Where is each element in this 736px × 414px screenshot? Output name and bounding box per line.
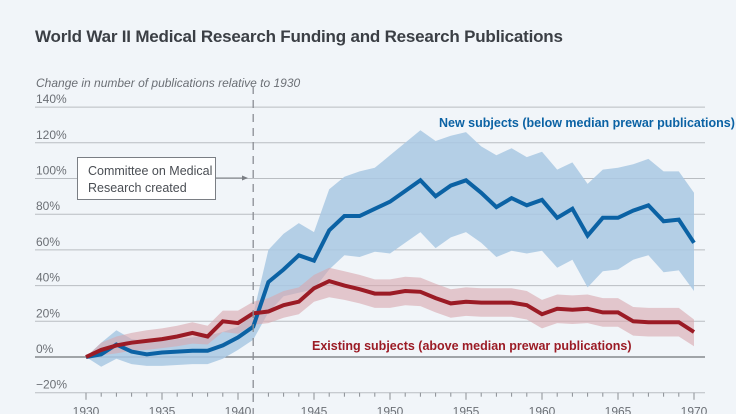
legend-new-subjects: New subjects (below median prewar public… [439, 116, 735, 130]
x-tick-label: 1955 [453, 405, 480, 414]
confidence-bands [86, 130, 694, 367]
line-existing-subjects [85, 278, 696, 359]
y-tick-labels: −20% 0% 20% 40% 60% 80% 100% 120% 140% [36, 92, 67, 392]
x-tick-label: 1970 [681, 405, 708, 414]
band-new-subjects [86, 130, 694, 367]
x-tick-label: 1950 [377, 405, 404, 414]
legend-existing-subjects: Existing subjects (above median prewar p… [312, 339, 632, 353]
y-tick-label: 60% [36, 235, 60, 249]
x-tick-label: 1965 [605, 405, 632, 414]
y-tick-label: −20% [36, 378, 67, 392]
x-tick-label: 1930 [73, 405, 100, 414]
series-lines [85, 177, 696, 359]
chart-title: World War II Medical Research Funding an… [35, 27, 563, 46]
x-tick-label: 1935 [149, 405, 176, 414]
x-tick-label: 1960 [529, 405, 556, 414]
x-axis: 1930 1935 1940 1945 1950 1955 1960 1965 1970 [73, 392, 708, 414]
annotation-arrow-head [242, 175, 248, 181]
y-tick-label: 80% [36, 199, 60, 213]
annotation-line-1: Committee on Medical [88, 164, 213, 178]
annotation-committee: Committee on Medical Research created [77, 157, 216, 200]
x-tick-label: 1940 [225, 405, 252, 414]
y-tick-label: 120% [36, 128, 67, 142]
x-tick-label: 1945 [301, 405, 328, 414]
y-tick-label: 40% [36, 271, 60, 285]
band-existing-subjects [86, 267, 694, 357]
y-tick-label: 20% [36, 306, 60, 320]
line-new-subjects [85, 177, 696, 359]
y-tick-label: 0% [36, 342, 54, 356]
y-tick-label: 140% [36, 92, 67, 106]
annotation-line-2: Research created [88, 181, 187, 195]
chart-subtitle: Change in number of publications relativ… [36, 76, 301, 90]
y-tick-label: 100% [36, 164, 67, 178]
